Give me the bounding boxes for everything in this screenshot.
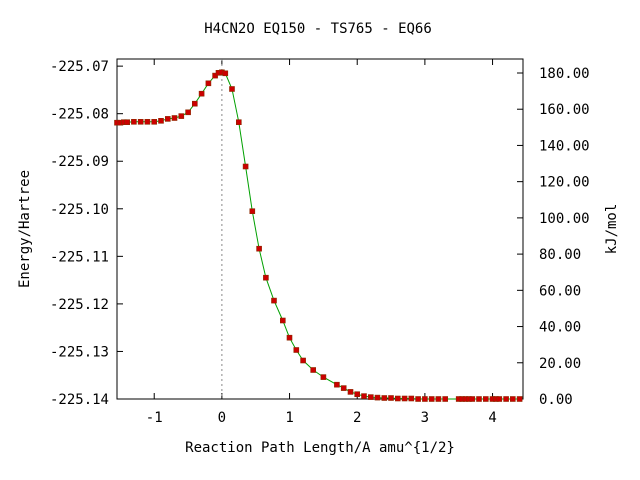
data-point: [144, 119, 151, 125]
x-axis-ticks: -1 0 1 2 3 4: [146, 59, 497, 426]
right-y-tick-label: 40.00: [539, 320, 581, 336]
data-point: [192, 100, 198, 107]
right-y-tick-label: 100.00: [539, 211, 590, 227]
data-point: [310, 367, 317, 373]
data-point: [469, 396, 476, 402]
data-point: [334, 381, 340, 388]
data-points: [114, 69, 523, 402]
data-point: [236, 119, 242, 125]
data-point: [503, 396, 509, 402]
data-point: [347, 389, 354, 395]
data-point: [374, 394, 381, 401]
left-y-tick-label: -225.10: [50, 202, 109, 218]
data-point: [415, 396, 421, 402]
data-point: [271, 297, 277, 304]
data-point: [242, 163, 249, 170]
data-point: [151, 119, 157, 125]
data-point: [509, 396, 516, 402]
left-y-tick-label: -225.12: [50, 297, 109, 313]
data-point: [408, 395, 415, 402]
energy-curve: [117, 71, 520, 400]
data-point: [124, 119, 130, 125]
data-point: [171, 115, 178, 121]
data-point: [340, 385, 347, 391]
data-point: [185, 109, 191, 116]
data-point: [516, 396, 523, 402]
data-point: [198, 90, 205, 97]
data-point: [249, 208, 256, 214]
x-tick-label: 4: [488, 410, 496, 426]
right-y-axis-ticks: 0.00 20.00 40.00 60.00 80.00 100.00 120.00 140.…: [517, 66, 590, 408]
data-point: [165, 116, 171, 122]
data-point: [442, 396, 449, 402]
data-point: [394, 395, 401, 402]
x-tick-label: 2: [353, 410, 361, 426]
data-point: [137, 119, 144, 125]
data-point: [435, 396, 442, 402]
data-point: [286, 334, 293, 341]
x-tick-label: 0: [218, 410, 226, 426]
x-axis-label: Reaction Path Length/A amu^{1/2}: [185, 440, 455, 456]
data-point: [222, 70, 229, 77]
data-point: [229, 86, 235, 92]
right-y-tick-label: 160.00: [539, 102, 590, 118]
right-y-tick-label: 20.00: [539, 356, 581, 372]
data-point: [476, 396, 482, 402]
data-point: [361, 393, 367, 399]
left-y-tick-label: -225.09: [50, 154, 109, 170]
data-point: [178, 113, 185, 119]
x-tick-label: -1: [146, 410, 163, 426]
data-point: [428, 396, 435, 402]
left-y-axis-label: Energy/Hartree: [17, 170, 33, 288]
data-point: [388, 395, 394, 401]
data-point: [381, 395, 388, 401]
data-point: [256, 245, 262, 252]
data-point: [401, 395, 408, 402]
left-y-axis-ticks: -225.07 -225.08 -225.09 -225.10 -225.11 -225.…: [50, 59, 123, 408]
right-y-tick-label: 60.00: [539, 283, 581, 299]
right-y-tick-label: 80.00: [539, 247, 581, 263]
data-point: [354, 391, 361, 398]
plot-frame: [116, 58, 524, 400]
left-y-tick-label: -225.11: [50, 249, 109, 265]
right-y-tick-label: 140.00: [539, 138, 590, 154]
data-point: [482, 396, 489, 402]
chart-title: H4CN2O EQ150 - TS765 - EQ66: [204, 21, 432, 37]
x-tick-label: 1: [285, 410, 293, 426]
data-point: [158, 118, 164, 124]
data-point: [320, 374, 327, 380]
right-y-axis-label: kJ/mol: [604, 204, 620, 255]
right-y-tick-label: 0.00: [539, 392, 573, 408]
data-point: [205, 80, 212, 87]
right-y-tick-label: 180.00: [539, 66, 590, 82]
x-tick-label: 3: [421, 410, 429, 426]
left-y-tick-label: -225.08: [50, 107, 109, 123]
left-y-tick-label: -225.07: [50, 59, 109, 75]
data-point: [496, 396, 503, 402]
data-point: [422, 396, 428, 402]
data-point: [279, 317, 286, 324]
left-y-tick-label: -225.14: [50, 392, 109, 408]
data-point: [367, 394, 374, 400]
data-point: [300, 357, 306, 364]
right-y-tick-label: 120.00: [539, 175, 590, 191]
data-point: [293, 347, 300, 353]
data-point: [131, 119, 137, 125]
data-point: [263, 274, 269, 281]
left-y-tick-label: -225.13: [50, 344, 109, 360]
